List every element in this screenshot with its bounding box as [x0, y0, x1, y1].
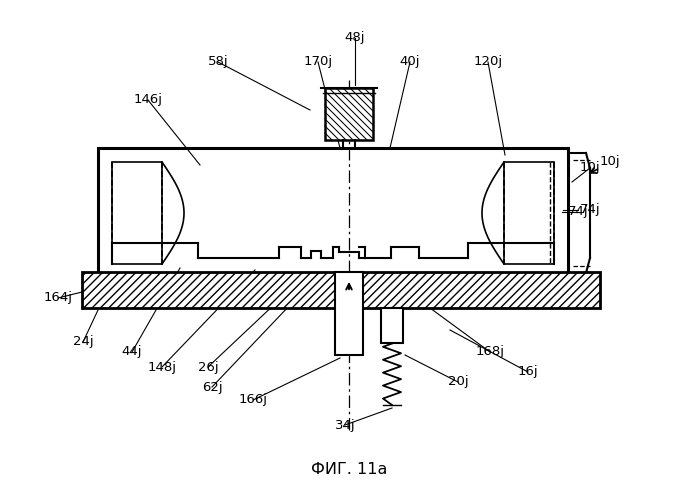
Text: 74j: 74j: [579, 204, 600, 216]
Text: 44j: 44j: [121, 346, 142, 358]
Text: 166j: 166j: [239, 394, 267, 406]
Bar: [82, 272, 600, 308]
Text: 24j: 24j: [73, 336, 94, 348]
Text: 10j: 10j: [600, 156, 621, 168]
Bar: [112, 162, 162, 264]
Bar: [98, 148, 568, 278]
Bar: [504, 162, 554, 264]
Text: 146j: 146j: [133, 94, 163, 106]
Text: 170j: 170j: [304, 56, 332, 68]
Text: 168j: 168j: [475, 346, 505, 358]
Text: 148j: 148j: [147, 360, 177, 374]
Text: 48j: 48j: [345, 32, 365, 44]
Text: 58j: 58j: [208, 56, 228, 68]
Bar: [335, 272, 363, 355]
Text: 40j: 40j: [400, 56, 420, 68]
Text: 10j: 10j: [579, 162, 600, 174]
Text: 20j: 20j: [447, 376, 468, 388]
Text: 164j: 164j: [43, 292, 73, 304]
Text: 16j: 16j: [518, 366, 538, 378]
Text: 74j: 74j: [567, 206, 588, 218]
Text: 62j: 62j: [202, 380, 222, 394]
Text: ФИГ. 11а: ФИГ. 11а: [311, 462, 387, 477]
Bar: [381, 308, 403, 343]
Text: 34j: 34j: [334, 418, 355, 432]
Text: 120j: 120j: [473, 56, 503, 68]
Bar: [325, 88, 373, 140]
Text: 26j: 26j: [198, 360, 218, 374]
